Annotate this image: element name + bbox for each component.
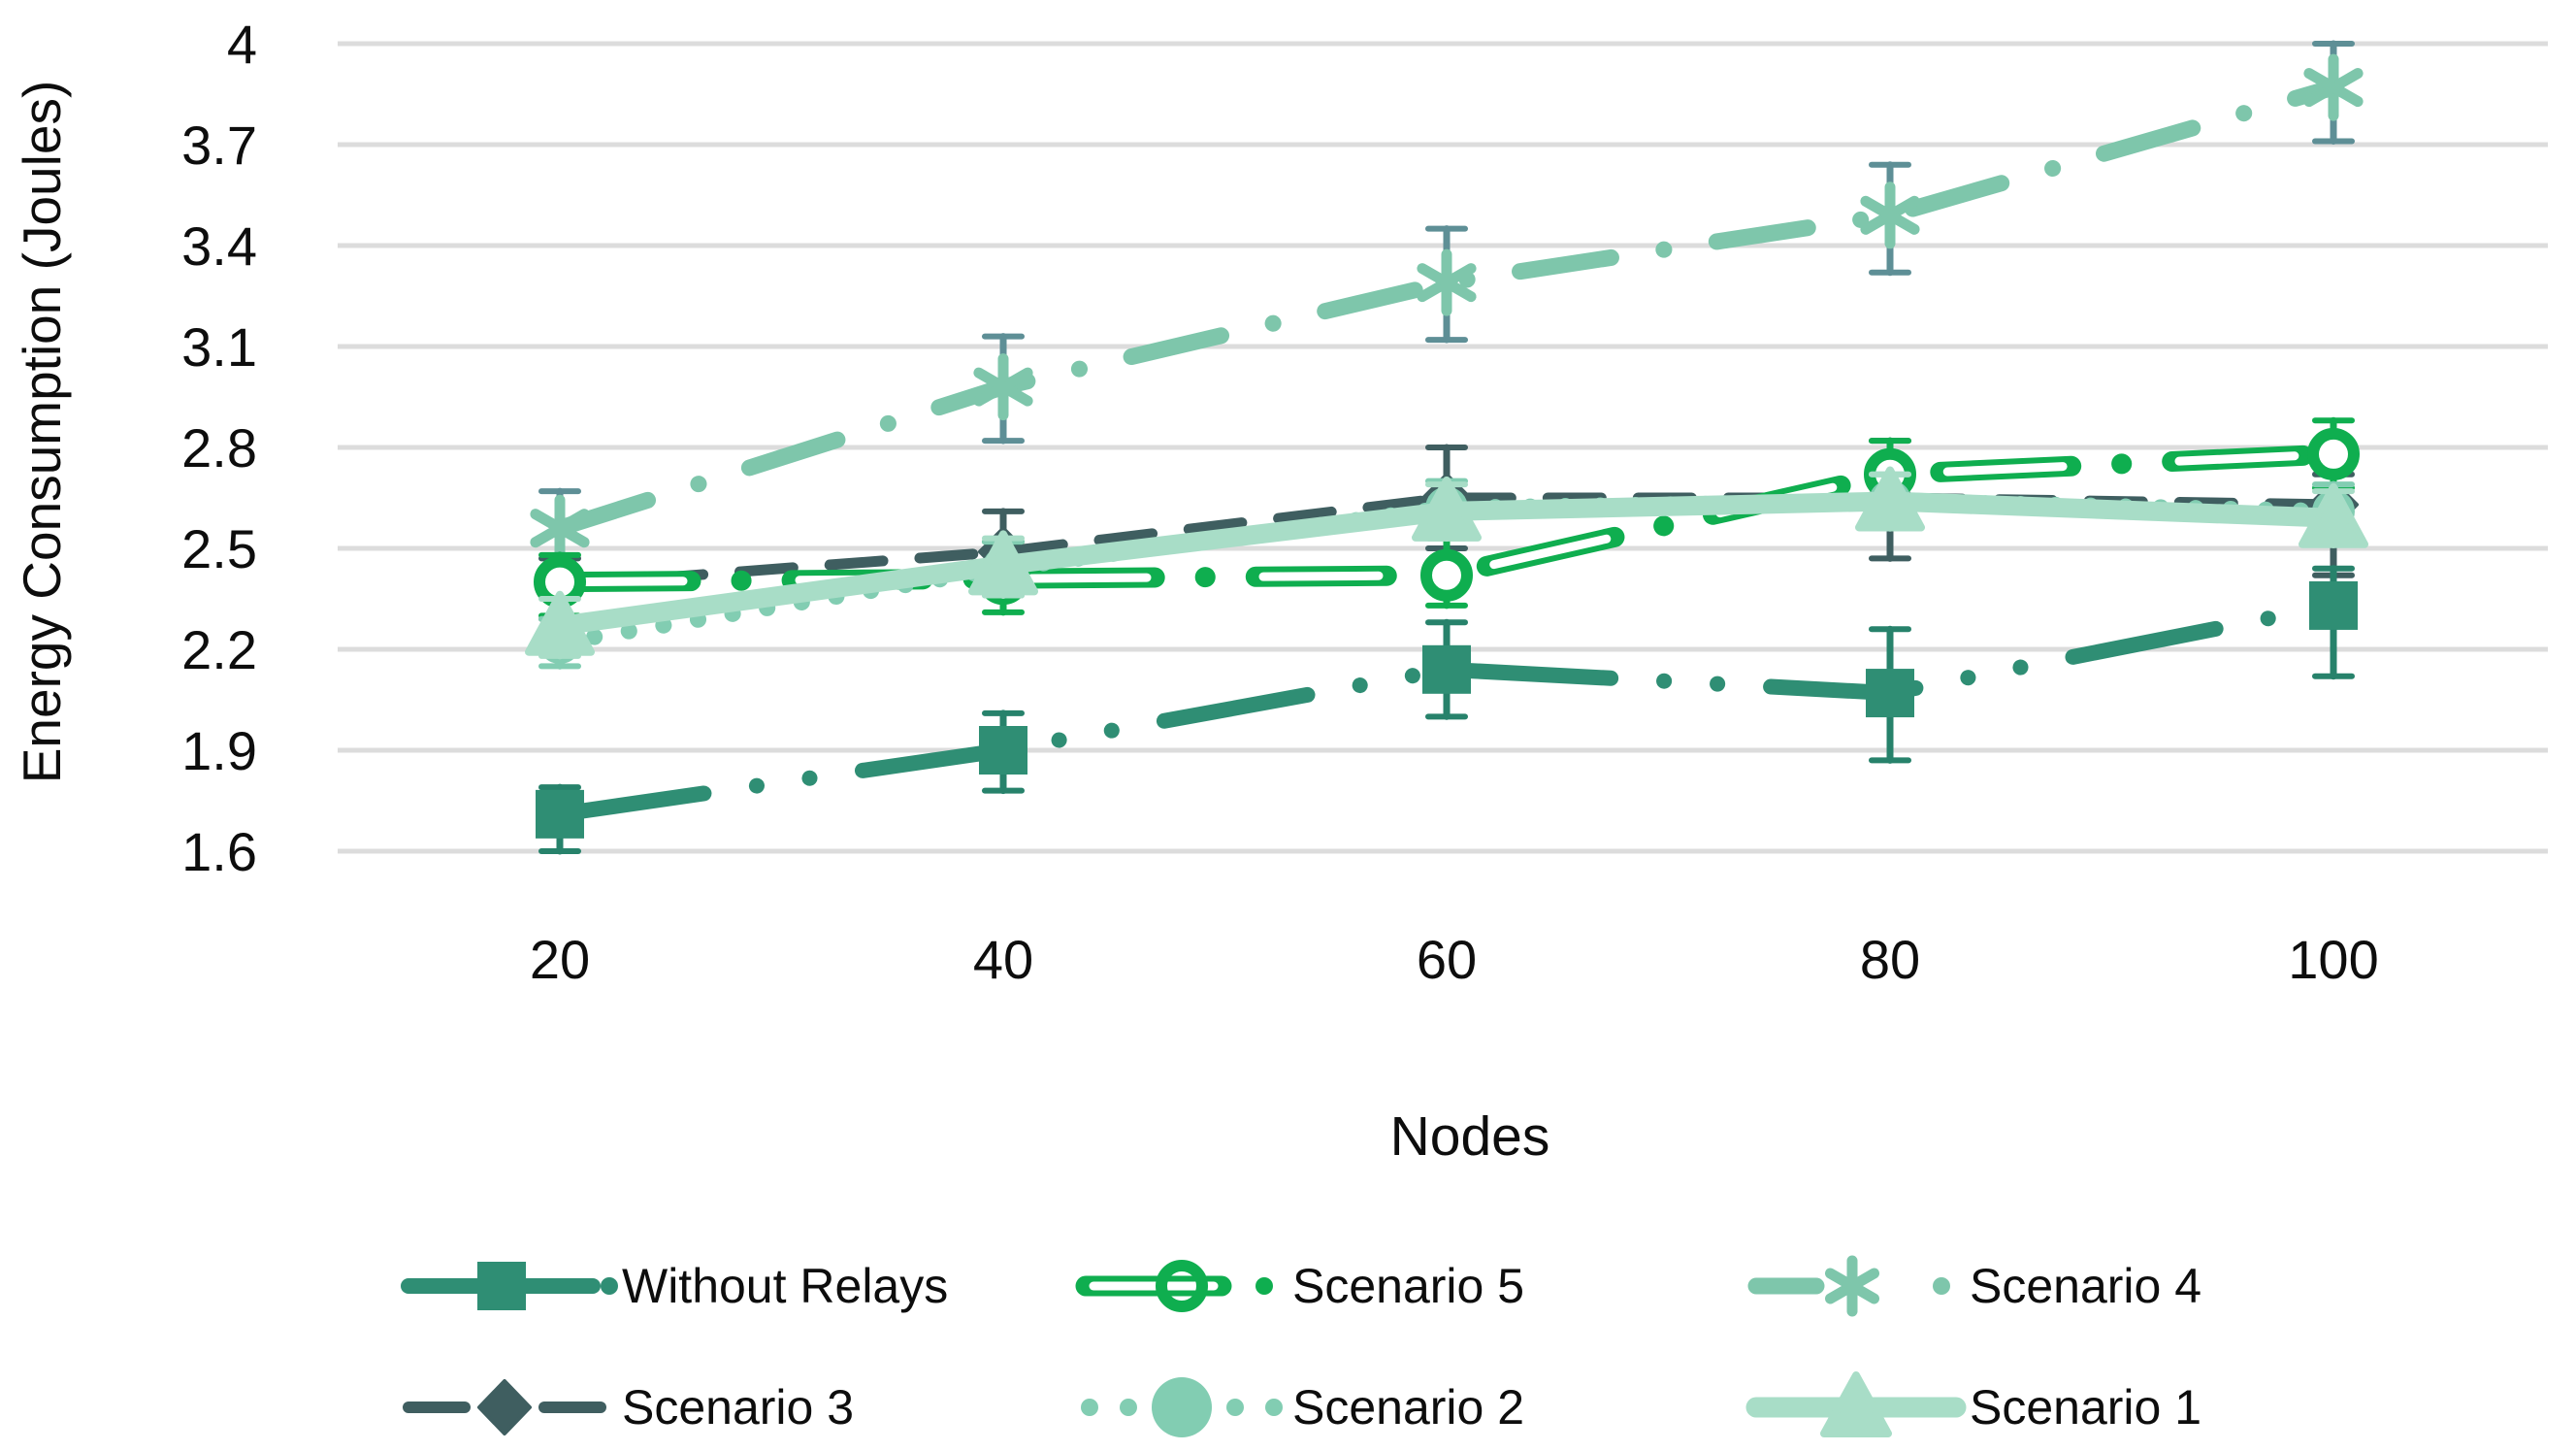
marker-open-circle <box>2307 427 2360 480</box>
legend-label-scenario-3: Scenario 3 <box>622 1380 854 1435</box>
x-axis-title: Nodes <box>1390 1105 1550 1168</box>
y-tick-label: 2.5 <box>181 518 257 579</box>
legend-label-scenario-4: Scenario 4 <box>1970 1259 2201 1313</box>
legend-label-without-relays: Without Relays <box>622 1259 948 1313</box>
legend-label-scenario-1: Scenario 1 <box>1970 1380 2201 1435</box>
marker-square <box>1866 669 1914 718</box>
legend-marker-triangle <box>1820 1371 1892 1437</box>
marker-triangle <box>968 530 1038 596</box>
legend-item-scenario-4: Scenario 4 <box>1747 1255 2201 1317</box>
legend-marker-diamond <box>477 1379 532 1435</box>
plot-area: 4 3.7 3.4 3.1 2.8 2.5 2.2 1.9 1.6 20 40 60 80 100 <box>181 14 2548 990</box>
marker-triangle <box>525 590 595 656</box>
y-tick-label: 1.6 <box>181 821 257 882</box>
marker-open-circle <box>1420 548 1473 602</box>
legend-marker-open-circle <box>1156 1260 1208 1312</box>
legend-item-scenario-5: Scenario 5 <box>1075 1259 1524 1313</box>
legend-dot <box>1120 1399 1137 1416</box>
legend-marker-asterisk <box>1824 1268 1880 1304</box>
y-axis-title: Energy Consumption (Joules) <box>12 81 72 784</box>
legend-marker-square <box>477 1262 526 1310</box>
marker-triangle <box>1855 466 1925 532</box>
marker-triangle <box>1412 476 1482 542</box>
series-without-relays <box>536 565 2358 855</box>
legend-dot <box>1081 1399 1098 1416</box>
x-tick-label: 40 <box>973 929 1033 990</box>
legend-dot <box>1265 1399 1283 1416</box>
marker-asterisk-spoke <box>2303 68 2364 108</box>
legend-dot <box>1255 1277 1273 1295</box>
legend-dot <box>601 1277 618 1295</box>
marker-square <box>979 726 1027 775</box>
x-tick-label: 100 <box>2288 929 2378 990</box>
legend-dot <box>1933 1277 1950 1295</box>
marker-square <box>536 789 584 839</box>
y-tick-label: 3.4 <box>181 215 257 277</box>
series-line <box>552 597 2341 822</box>
y-tick-label: 2.8 <box>181 417 257 478</box>
legend-item-scenario-2: Scenario 2 <box>1081 1377 1524 1437</box>
y-tick-label: 3.7 <box>181 115 257 176</box>
legend: Without Relays Scenario 5 Scenario 4 Scenar… <box>401 1255 2201 1437</box>
x-tick-label: 60 <box>1417 929 1477 990</box>
marker-asterisk-spoke <box>1417 263 1477 303</box>
marker-square <box>1422 644 1471 694</box>
legend-label-scenario-5: Scenario 5 <box>1292 1259 1524 1313</box>
marker-asterisk-spoke <box>973 367 1033 407</box>
y-tick-label: 4 <box>227 14 257 75</box>
legend-item-scenario-1: Scenario 1 <box>1745 1371 2201 1437</box>
legend-dot <box>1226 1399 1244 1416</box>
marker-triangle <box>2299 482 2368 548</box>
marker-square <box>2309 580 2358 630</box>
marker-asterisk-spoke <box>530 509 590 548</box>
x-tick-label: 20 <box>530 929 590 990</box>
x-tick-label: 80 <box>1860 929 1920 990</box>
y-tick-label: 1.9 <box>181 720 257 781</box>
y-tick-label: 2.2 <box>181 619 257 680</box>
marker-asterisk-spoke <box>1860 195 1920 235</box>
y-tick-label: 3.1 <box>181 316 257 378</box>
series-scenario-1 <box>525 466 2368 660</box>
legend-marker-circle <box>1152 1377 1212 1437</box>
legend-label-scenario-2: Scenario 2 <box>1292 1380 1524 1435</box>
legend-item-scenario-3: Scenario 3 <box>403 1379 854 1435</box>
legend-item-without-relays: Without Relays <box>401 1259 948 1313</box>
